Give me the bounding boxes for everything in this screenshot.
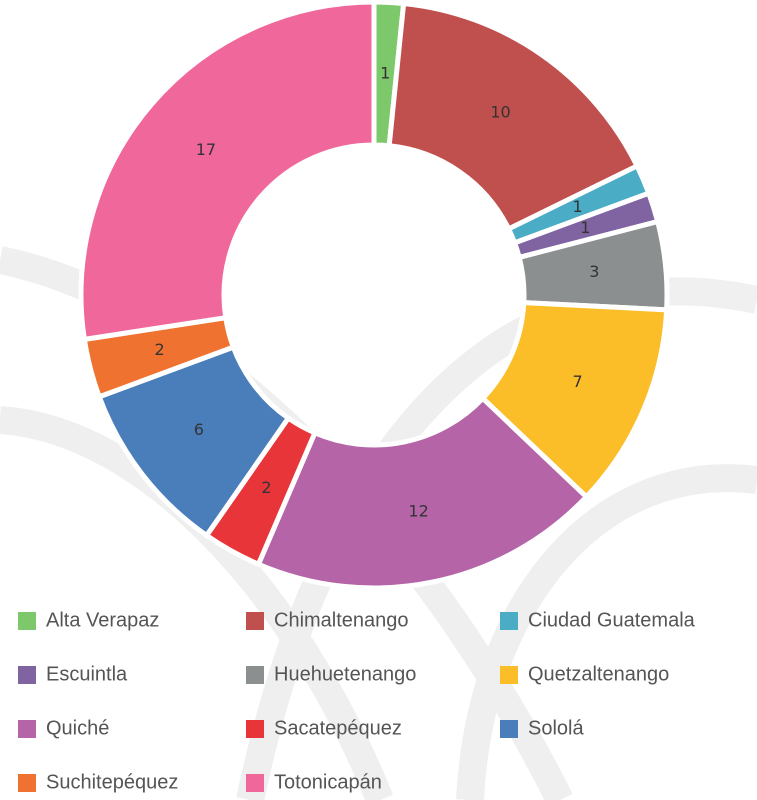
legend-label: Suchitepéquez — [46, 771, 178, 793]
data-label: 10 — [490, 103, 510, 122]
slice — [255, 394, 590, 591]
data-label: 1 — [380, 63, 390, 82]
slice — [386, 0, 641, 233]
data-label: 7 — [572, 372, 582, 391]
slice — [78, 0, 377, 343]
legend-label: Alta Verapaz — [46, 609, 159, 631]
legend-label: Sacatepéquez — [274, 717, 402, 739]
legend-label: Quiché — [46, 717, 109, 739]
data-label: 2 — [261, 478, 271, 497]
legend: Alta Verapaz Chimaltenango Ciudad Guatemal… — [18, 609, 696, 793]
data-label: 17 — [196, 140, 216, 159]
data-label: 6 — [194, 420, 204, 439]
data-label: 12 — [408, 501, 428, 520]
legend-swatch — [246, 720, 264, 738]
legend-swatch — [246, 612, 264, 630]
legend-swatch — [500, 612, 518, 630]
data-label: 3 — [589, 262, 599, 281]
legend-label: Quetzaltenango — [528, 663, 669, 685]
legend-label: Chimaltenango — [274, 609, 409, 631]
legend-label: Sololá — [528, 717, 584, 739]
legend-swatch — [18, 612, 36, 630]
legend-swatch — [500, 666, 518, 684]
donut: 1 10 1 1 3 7 12 2 6 2 17 — [78, 0, 670, 591]
legend-label: Escuintla — [46, 663, 128, 685]
legend-swatch — [246, 774, 264, 792]
legend-swatch — [18, 666, 36, 684]
legend-swatch — [500, 720, 518, 738]
data-label: 2 — [154, 340, 164, 359]
data-label: 1 — [572, 197, 582, 216]
data-label: 1 — [580, 218, 590, 237]
legend-swatch — [246, 666, 264, 684]
legend-label: Huehuetenango — [274, 663, 416, 685]
legend-label: Totonicapán — [274, 771, 382, 793]
legend-swatch — [18, 774, 36, 792]
legend-label: Ciudad Guatemala — [528, 609, 696, 631]
legend-swatch — [18, 720, 36, 738]
